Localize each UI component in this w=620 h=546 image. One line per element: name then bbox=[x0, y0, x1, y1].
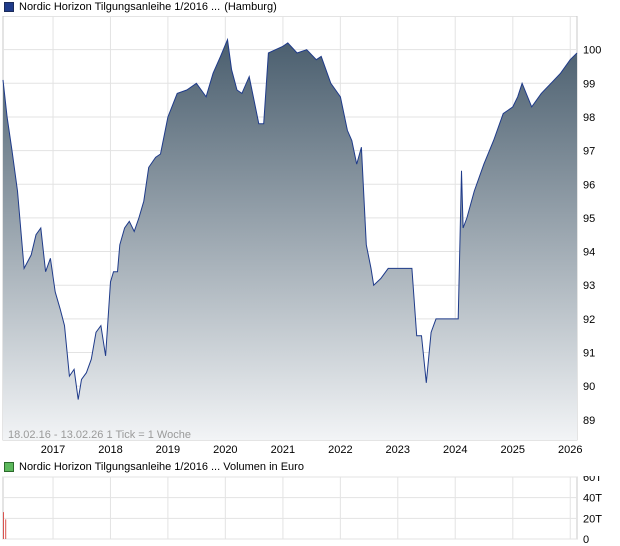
volume-bar bbox=[3, 512, 4, 539]
y-tick-label: 89 bbox=[583, 415, 595, 427]
y-tick-label: 99 bbox=[583, 78, 595, 90]
y-tick-label: 91 bbox=[583, 348, 595, 360]
y-tick-label: 92 bbox=[583, 314, 595, 326]
volume-legend: Nordic Horizon Tilgungsanleihe 1/2016 ..… bbox=[4, 460, 304, 474]
volume-bar bbox=[5, 519, 7, 539]
volume-tick-label: 40T bbox=[583, 493, 602, 505]
volume-chart: 0 20T 40T 60T bbox=[2, 476, 602, 544]
volume-legend-label: Nordic Horizon Tilgungsanleihe 1/2016 ..… bbox=[19, 461, 304, 473]
y-tick-label: 98 bbox=[583, 112, 595, 124]
y-tick-label: 100 bbox=[583, 45, 601, 57]
price-area bbox=[3, 39, 577, 440]
volume-grid bbox=[3, 476, 577, 540]
x-tick-label: 2021 bbox=[271, 444, 295, 456]
price-legend: Nordic Horizon Tilgungsanleihe 1/2016 ..… bbox=[4, 0, 277, 14]
price-legend-label: Nordic Horizon Tilgungsanleihe 1/2016 ..… bbox=[19, 1, 221, 13]
x-tick-label: 2022 bbox=[328, 444, 352, 456]
x-tick-label: 2025 bbox=[501, 444, 525, 456]
price-y-axis: 89 90 91 92 93 94 95 96 97 98 99 100 bbox=[583, 45, 601, 427]
price-legend-exchange: (Hamburg) bbox=[224, 1, 277, 13]
x-tick-label: 2018 bbox=[98, 444, 122, 456]
y-tick-label: 96 bbox=[583, 179, 595, 191]
volume-tick-label: 0 bbox=[583, 534, 589, 544]
x-tick-label: 2017 bbox=[41, 444, 65, 456]
x-tick-label: 2023 bbox=[386, 444, 410, 456]
volume-tick-label: 20T bbox=[583, 513, 602, 525]
price-line bbox=[2, 37, 578, 400]
y-tick-label: 95 bbox=[583, 213, 595, 225]
x-tick-label: 2019 bbox=[156, 444, 180, 456]
y-tick-label: 97 bbox=[583, 146, 595, 158]
y-tick-label: 93 bbox=[583, 280, 595, 292]
volume-tick-label: 60T bbox=[583, 476, 602, 484]
x-tick-label: 2024 bbox=[443, 444, 467, 456]
chart-footnote: 18.02.16 - 13.02.26 1 Tick = 1 Woche bbox=[8, 429, 191, 441]
volume-plot-background bbox=[2, 476, 578, 540]
volume-y-axis: 0 20T 40T 60T bbox=[583, 476, 602, 544]
volume-legend-swatch bbox=[4, 462, 14, 472]
price-x-axis: 2017 2018 2019 2020 2021 2022 2023 2024 2025 2026 bbox=[41, 444, 583, 456]
x-tick-label: 2020 bbox=[213, 444, 237, 456]
y-tick-label: 94 bbox=[583, 247, 595, 259]
volume-bars bbox=[3, 512, 7, 539]
price-legend-swatch bbox=[4, 2, 14, 12]
x-tick-label: 2026 bbox=[558, 444, 582, 456]
y-tick-label: 90 bbox=[583, 381, 595, 393]
